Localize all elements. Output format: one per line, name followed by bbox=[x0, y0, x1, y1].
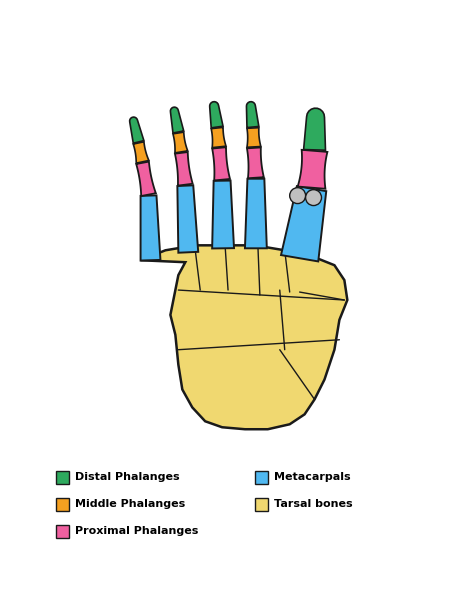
Polygon shape bbox=[177, 185, 198, 253]
Polygon shape bbox=[136, 161, 156, 196]
Polygon shape bbox=[211, 127, 226, 148]
Polygon shape bbox=[141, 245, 347, 429]
Text: Metacarpals: Metacarpals bbox=[274, 472, 350, 482]
Polygon shape bbox=[298, 150, 328, 189]
Polygon shape bbox=[247, 128, 261, 147]
FancyBboxPatch shape bbox=[56, 471, 69, 484]
Text: Middle Phalanges: Middle Phalanges bbox=[75, 499, 185, 509]
Polygon shape bbox=[281, 186, 326, 262]
Text: Distal Phalanges: Distal Phalanges bbox=[75, 472, 180, 482]
Polygon shape bbox=[245, 179, 267, 248]
Text: Proximal Phalanges: Proximal Phalanges bbox=[75, 526, 198, 536]
Polygon shape bbox=[247, 148, 264, 178]
Circle shape bbox=[306, 190, 321, 206]
Polygon shape bbox=[304, 108, 326, 150]
Circle shape bbox=[290, 188, 306, 203]
FancyBboxPatch shape bbox=[255, 471, 268, 484]
Polygon shape bbox=[212, 147, 230, 181]
Polygon shape bbox=[141, 196, 160, 260]
FancyBboxPatch shape bbox=[255, 498, 268, 511]
Polygon shape bbox=[171, 107, 184, 133]
FancyBboxPatch shape bbox=[56, 498, 69, 511]
Polygon shape bbox=[175, 152, 193, 185]
Polygon shape bbox=[246, 101, 259, 128]
FancyBboxPatch shape bbox=[56, 524, 69, 538]
Polygon shape bbox=[212, 181, 234, 248]
Text: Tarsal bones: Tarsal bones bbox=[274, 499, 352, 509]
Polygon shape bbox=[210, 101, 223, 128]
Polygon shape bbox=[173, 132, 188, 153]
Polygon shape bbox=[133, 142, 149, 163]
Polygon shape bbox=[130, 117, 144, 143]
